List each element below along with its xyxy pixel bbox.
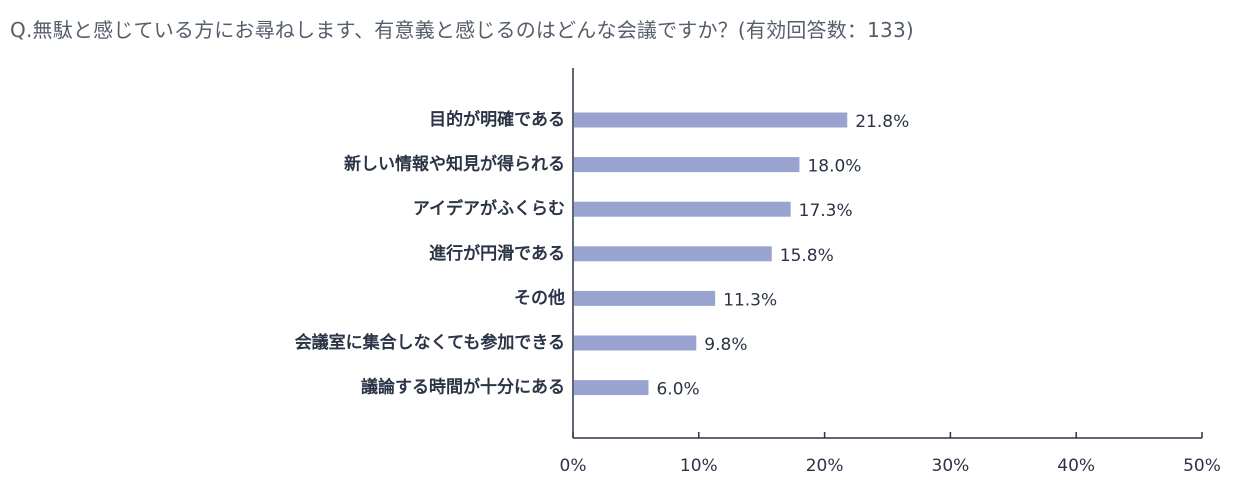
chart-bars — [574, 112, 848, 396]
category-label: アイデアがふくらむ — [413, 198, 565, 219]
chart-axes — [572, 68, 1203, 439]
bar — [574, 157, 800, 173]
x-tick-label: 40% — [1057, 456, 1095, 476]
category-label: 新しい情報や知見が得られる — [344, 154, 565, 175]
value-label: 11.3% — [723, 290, 777, 310]
value-label: 9.8% — [704, 335, 747, 355]
question-text: Q.無駄と感じている方にお尋ねします、有意義と感じるのはどんな会議ですか？(有効… — [10, 18, 914, 42]
bar — [574, 335, 697, 351]
x-tick-label: 50% — [1183, 456, 1221, 476]
bar — [574, 380, 649, 396]
value-label: 6.0% — [656, 380, 699, 400]
x-tick-label: 10% — [680, 456, 718, 476]
category-label: その他 — [514, 287, 565, 308]
x-tick-label: 0% — [560, 456, 587, 476]
value-label: 18.0% — [807, 157, 861, 177]
value-label: 17.3% — [799, 201, 853, 221]
x-tick-label: 30% — [932, 456, 970, 476]
bar — [574, 112, 848, 128]
category-label: 目的が明確である — [429, 109, 565, 130]
category-label: 進行が円滑である — [429, 243, 565, 264]
x-tick-label: 20% — [806, 456, 844, 476]
bar — [574, 201, 791, 217]
value-label: 15.8% — [780, 246, 834, 266]
chart-labels: 0% 10% 20% 30% 40% 50% 目的が明確である 21.8% 新しい情報や知見が得… — [295, 109, 1221, 476]
value-label: 21.8% — [855, 112, 909, 132]
bar — [574, 246, 772, 262]
category-label: 会議室に集合しなくても参加できる — [295, 332, 565, 353]
bar — [574, 290, 716, 306]
category-label: 議論する時間が十分にある — [361, 377, 565, 398]
